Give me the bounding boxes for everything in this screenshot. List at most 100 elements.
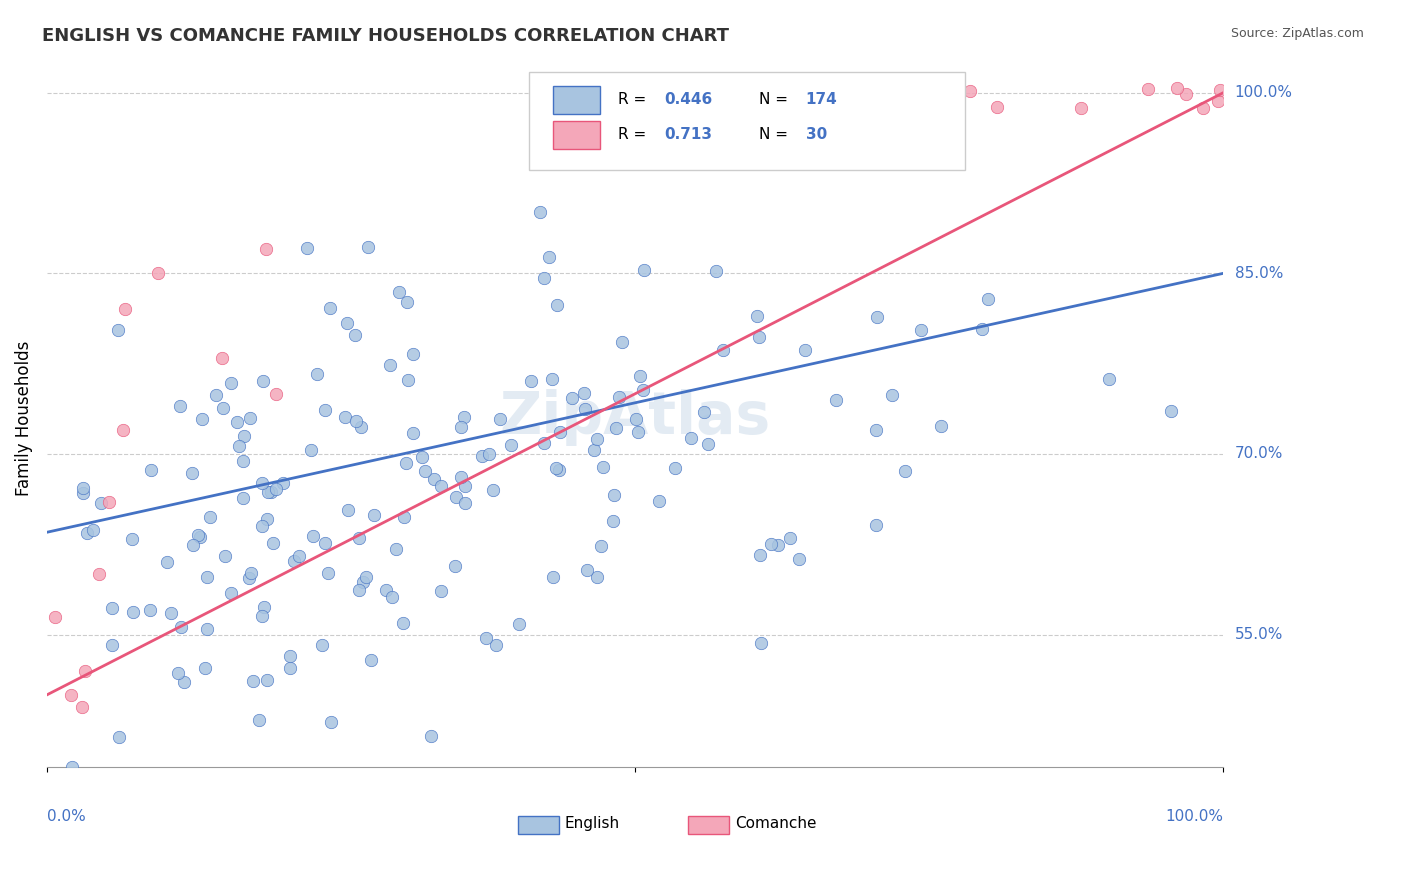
Text: 0.713: 0.713 (665, 128, 713, 143)
Point (582, 443, 605, 458)
Point (100, 638, 122, 652)
Point (624, 412, 647, 426)
Point (60, 688, 83, 702)
Point (572, 385, 595, 400)
Point (429, 479, 451, 493)
Point (212, 401, 235, 415)
Point (825, 393, 848, 408)
Point (262, 535, 284, 549)
Point (240, 566, 263, 580)
Point (112, 423, 135, 437)
Point (402, 425, 425, 440)
Point (180, 466, 202, 480)
Point (533, 271, 555, 285)
Bar (517, 816, 558, 833)
Point (205, 388, 228, 402)
Point (707, 89, 730, 103)
Point (121, 605, 143, 619)
Bar (553, 86, 600, 114)
Point (173, 675, 195, 690)
Point (673, 99, 696, 113)
Point (546, 460, 568, 475)
Point (605, 421, 627, 435)
Point (485, 638, 508, 652)
Point (396, 373, 419, 387)
Point (529, 204, 551, 219)
Point (749, 636, 772, 650)
Point (314, 535, 336, 549)
Point (453, 409, 475, 424)
Point (880, 388, 903, 402)
Point (44, 609, 66, 624)
Point (1137, 82, 1160, 96)
Point (1175, 87, 1198, 101)
Point (82, 523, 104, 537)
Point (90, 496, 112, 510)
Point (423, 472, 446, 486)
Point (188, 530, 211, 544)
Point (299, 443, 322, 458)
Point (696, 437, 718, 451)
Point (866, 310, 889, 324)
Point (333, 410, 356, 425)
Point (610, 334, 633, 349)
Point (633, 383, 655, 397)
Point (283, 554, 305, 568)
Point (586, 570, 609, 584)
Point (238, 571, 260, 585)
Point (897, 98, 920, 112)
Point (664, 461, 686, 475)
Point (70, 700, 93, 714)
Point (1160, 404, 1182, 418)
Text: 0.0%: 0.0% (46, 809, 86, 824)
Text: ZipAtlas: ZipAtlas (499, 389, 770, 446)
Point (60, 760, 83, 774)
Point (628, 369, 651, 384)
Text: 174: 174 (806, 93, 838, 107)
Point (454, 479, 477, 493)
Point (679, 431, 702, 445)
Point (747, 309, 769, 323)
Text: Source: ZipAtlas.com: Source: ZipAtlas.com (1230, 27, 1364, 40)
Point (865, 423, 887, 437)
Point (471, 449, 494, 463)
Point (541, 371, 564, 385)
Text: R =: R = (617, 128, 651, 143)
Point (402, 346, 425, 360)
Text: N =: N = (759, 93, 793, 107)
Point (546, 298, 568, 312)
Point (633, 263, 655, 277)
Point (959, 84, 981, 98)
Point (474, 632, 496, 646)
Point (264, 386, 287, 401)
Point (395, 456, 418, 470)
Point (714, 98, 737, 112)
Point (288, 549, 311, 564)
Text: 0.446: 0.446 (665, 93, 713, 107)
Point (450, 420, 472, 434)
Point (591, 539, 613, 553)
Point (72, 482, 94, 496)
Point (420, 729, 443, 743)
Point (378, 358, 401, 372)
Point (1209, 83, 1232, 97)
Point (1206, 94, 1229, 108)
Point (280, 648, 302, 663)
Point (1166, 80, 1188, 95)
Point (561, 391, 583, 405)
Point (478, 447, 501, 461)
Point (548, 425, 571, 440)
Point (211, 351, 233, 365)
Point (121, 533, 143, 547)
Point (794, 343, 817, 357)
Point (482, 483, 505, 498)
Point (749, 548, 772, 562)
Point (648, 494, 671, 508)
Point (574, 401, 596, 416)
Text: 30: 30 (806, 128, 827, 143)
Point (1192, 101, 1215, 115)
Point (450, 470, 472, 484)
Point (972, 322, 994, 336)
Point (415, 464, 437, 478)
Point (219, 376, 242, 390)
